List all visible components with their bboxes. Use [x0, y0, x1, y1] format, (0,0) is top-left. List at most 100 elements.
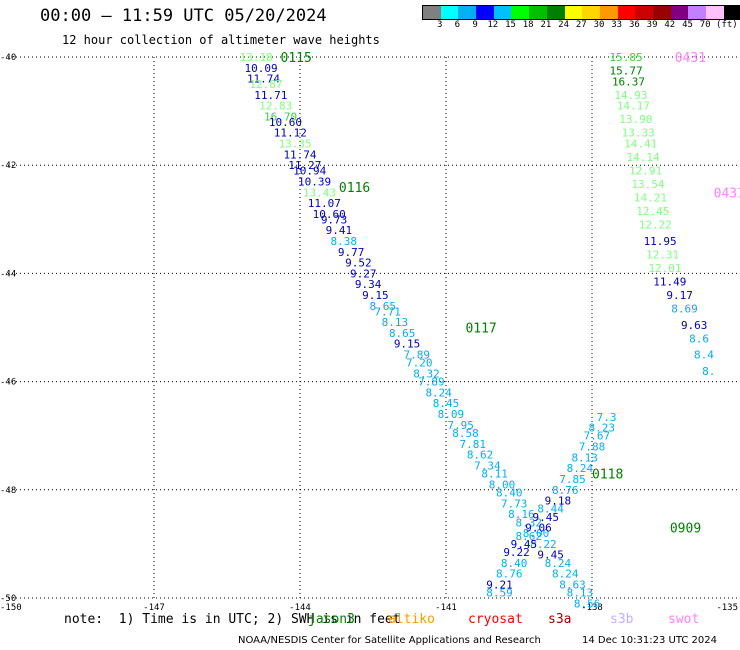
wave-height-value: 13.35	[279, 138, 312, 151]
wave-height-value: 14.14	[627, 151, 660, 164]
wave-height-value: 7.71	[374, 305, 401, 318]
wave-height-value: 11.49	[653, 276, 686, 289]
legend-swatch	[440, 6, 459, 19]
legend-label: 45	[682, 20, 693, 30]
lat-tick-label: -40	[0, 53, 16, 63]
wave-height-value: 8.45	[433, 397, 460, 410]
legend-swatch	[564, 6, 583, 19]
wave-height-value: 9.52	[345, 257, 372, 270]
wave-height-value: 7.73	[501, 497, 528, 510]
legend-swatch	[546, 6, 565, 19]
legend-label: 12	[487, 20, 499, 30]
wave-height-value: 13.18	[240, 51, 273, 64]
legend-swatch	[511, 6, 530, 19]
wave-height-value: 7.3	[597, 411, 617, 424]
legend-label: 18	[522, 20, 534, 30]
wave-height-value: 8.76	[496, 568, 523, 581]
legend-swatch	[688, 6, 706, 19]
lon-tick-label: -147	[143, 603, 165, 610]
track-pass-label: 0431	[675, 51, 706, 66]
wave-height-value: 7.81	[460, 438, 487, 451]
wave-height-map: -40 -42 -44 -46 -48 -50-150 -147 -144 -141 -138 -1…	[0, 51, 740, 610]
wave-height-value: 8.58	[452, 427, 479, 440]
legend-swatch	[706, 6, 724, 19]
wave-height-value: 13.43	[303, 186, 336, 199]
legend-label: 6	[454, 20, 461, 30]
wave-height-value: 9.45	[537, 549, 564, 562]
wave-height-value: 12.91	[629, 165, 662, 178]
wave-height-value: 9.21	[486, 578, 513, 591]
legend-swatch	[582, 6, 600, 19]
track-pass-label: 0909	[670, 522, 701, 537]
legend-label: 9	[472, 20, 478, 30]
track-pass-label: 0117	[465, 322, 496, 337]
mission-label: jason3	[308, 612, 355, 627]
lon-tick-label: -135	[716, 603, 738, 610]
wave-height-value: 9.22	[503, 546, 530, 559]
wave-height-value: 8.00	[523, 527, 550, 540]
wave-height-value: 8.62	[467, 449, 494, 462]
wave-height-value: 12.01	[648, 262, 681, 275]
chart-subtitle: 12 hour collection of altimeter wave hei…	[62, 33, 380, 47]
wave-height-value: 11.07	[308, 197, 341, 210]
wave-height-value: 15.77	[610, 65, 643, 78]
wave-height-value: 16.70	[264, 111, 297, 124]
chart-title: 00:00 – 11:59 UTC 05/20/2024	[40, 6, 327, 26]
mission-label: cryosat	[468, 612, 523, 627]
wave-height-value: 9.77	[338, 246, 365, 259]
wave-height-value: 8.	[702, 365, 715, 378]
wave-height-value: 9.41	[326, 224, 353, 237]
legend-swatch	[529, 6, 547, 19]
lat-tick-label: -48	[0, 486, 16, 496]
track-pass-label: 0431	[714, 186, 740, 201]
wave-height-value: 12.83	[259, 100, 292, 113]
wave-height-value: 11.74	[283, 148, 316, 161]
mission-legend: jason3 altiko cryosat s3a s3b swot	[0, 612, 740, 628]
wave-height-value: 7.20	[406, 357, 433, 370]
lat-tick-label: -44	[0, 269, 16, 279]
wave-height-value: 8.69	[671, 303, 698, 316]
wave-height-value: 7.95	[447, 419, 474, 432]
wave-height-value: 8.24	[567, 462, 594, 475]
wave-height-value: 8.38	[331, 235, 358, 248]
generated-timestamp: 14 Dec 10:31:23 UTC 2024	[582, 635, 717, 646]
wave-height-value: 14.21	[634, 192, 667, 205]
legend-swatch	[458, 6, 477, 19]
wave-height-value: 9.45	[511, 538, 538, 551]
wave-height-value: 9.06	[525, 522, 552, 535]
wave-height-value: 9.15	[362, 289, 389, 302]
wave-height-value: 8.40	[501, 557, 528, 570]
wave-height-value: 16.37	[612, 75, 645, 88]
legend-label: 27	[575, 20, 587, 30]
wave-height-value: 10.94	[293, 165, 326, 178]
lon-tick-label: -141	[435, 603, 457, 610]
wave-height-value: 7.91	[581, 608, 608, 610]
wave-height-value: 7.85	[559, 473, 586, 486]
lon-tick-label: -150	[0, 603, 22, 610]
wave-height-value: 9.73	[321, 213, 348, 226]
wave-height-value: 12.45	[636, 205, 669, 218]
mission-label: swot	[668, 612, 700, 627]
legend-swatch	[652, 6, 671, 19]
legend-label: 15	[505, 20, 516, 30]
legend-label: (ft)	[716, 20, 738, 30]
units-note: note: 1) Time is in UTC; 2) SWH is in fe…	[64, 612, 401, 627]
wave-height-value: 9.63	[681, 319, 708, 332]
wave-height-value: 9.18	[545, 495, 572, 508]
lat-tick-label: -46	[0, 378, 16, 388]
wave-height-value: 8.32	[515, 516, 542, 529]
wave-height-value: 15.85	[610, 51, 643, 64]
wave-height-value: 8.24	[425, 386, 452, 399]
wave-height-value: 8.22	[530, 538, 557, 551]
wave-height-value: 8.13	[382, 316, 409, 329]
wave-height-value: 9.45	[533, 511, 560, 524]
wave-height-value: 11.74	[247, 73, 280, 86]
legend-label: 3	[436, 20, 443, 30]
wave-height-value: 9.17	[666, 289, 693, 302]
wave-height-value: 8.76	[552, 484, 579, 497]
wave-height-value: 14.17	[617, 100, 650, 113]
wave-height-value: 10.60	[313, 208, 346, 221]
legend-label: 21	[540, 20, 552, 30]
lon-tick-label: -138	[581, 603, 603, 610]
wave-height-value: 7.88	[579, 441, 606, 454]
